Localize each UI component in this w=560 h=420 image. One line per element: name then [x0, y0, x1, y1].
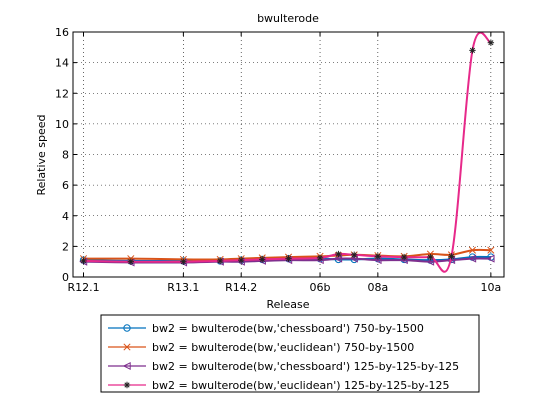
legend-marker-4: [123, 381, 131, 389]
series-3-point: [486, 254, 495, 263]
y-tick-label: 8: [62, 149, 69, 162]
legend-marker-3: [122, 361, 131, 371]
y-tick-label: 14: [55, 57, 69, 70]
y-tick-label: 4: [62, 210, 69, 223]
y-tick-label: 10: [55, 118, 69, 131]
series-4-point: [448, 253, 455, 260]
legend-label-3: bw2 = bwulterode(bw,'chessboard') 125-by…: [152, 360, 459, 373]
chart-title: bwulterode: [257, 12, 319, 25]
series-4-point: [80, 257, 87, 265]
series-4-point: [351, 251, 358, 258]
legend-marker-1: [123, 324, 131, 332]
y-tick-label: 6: [62, 179, 69, 192]
series-2-point: [468, 246, 477, 254]
series-4-point: [487, 39, 495, 46]
y-tick-label: 0: [62, 271, 69, 284]
legend-box: [100, 314, 480, 393]
series-2-point: [487, 246, 495, 254]
y-tick-label: 12: [55, 87, 69, 100]
series-4-point: [127, 258, 135, 265]
ticks: 0 2 4 6 8 10 12 14 16 R12.1 R13.1 R14.2 06b 08a 10a: [55, 26, 504, 294]
y-tick-label: 2: [62, 240, 69, 253]
series-4-point: [216, 257, 224, 265]
legend-label-2: bw2 = bwulterode(bw,'euclidean') 750-by-…: [152, 341, 414, 354]
x-tick-label: 08a: [367, 281, 388, 294]
y-tick-label: 16: [55, 26, 69, 39]
series-4-point: [427, 253, 434, 261]
legend-marker-2: [123, 343, 131, 351]
x-tick-label: 10a: [480, 281, 501, 294]
legend: bw2 = bwulterode(bw,'chessboard') 750-by…: [100, 314, 480, 393]
series-4-point: [237, 256, 245, 264]
series-4-point: [400, 253, 408, 261]
y-axis-label: Relative speed: [35, 114, 48, 195]
series-layer: [79, 31, 495, 273]
grid: [73, 32, 504, 277]
series-4-point: [285, 255, 292, 262]
series-4-point: [469, 47, 476, 54]
x-tick-label: R14.2: [225, 281, 257, 294]
x-tick-label: R13.1: [167, 281, 199, 294]
plot-area: [73, 32, 504, 277]
series-4-point: [335, 250, 342, 258]
series-4-point: [316, 254, 324, 262]
legend-label-1: bw2 = bwulterode(bw,'chessboard') 750-by…: [152, 322, 424, 335]
x-axis-label: Release: [267, 298, 310, 311]
series-4-point: [259, 256, 266, 263]
series-4-point: [374, 253, 382, 260]
series-3-point: [468, 254, 477, 263]
x-tick-label: 06b: [310, 281, 331, 294]
legend-label-4: bw2 = bwulterode(bw,'euclidean') 125-by-…: [152, 379, 449, 392]
x-tick-label: R12.1: [67, 281, 99, 294]
series-4-point: [180, 258, 187, 265]
